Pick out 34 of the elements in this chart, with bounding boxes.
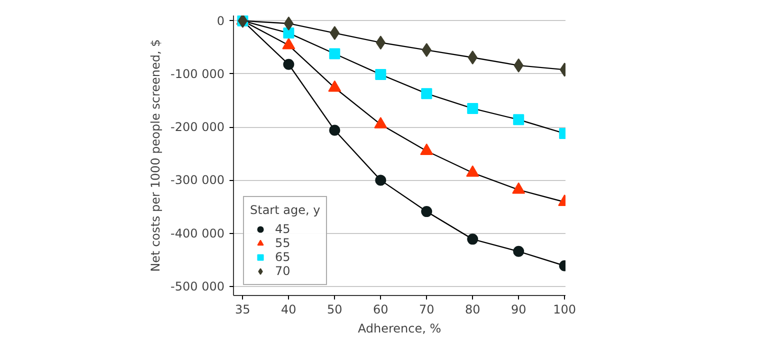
point bbox=[467, 234, 478, 245]
point bbox=[283, 28, 294, 39]
y-tick-label: -500 000 bbox=[170, 279, 224, 294]
legend-label: 45 bbox=[275, 222, 292, 236]
point bbox=[513, 114, 524, 126]
x-tick-label: 100 bbox=[553, 302, 576, 316]
point bbox=[375, 174, 386, 186]
legend-label: 55 bbox=[275, 236, 292, 250]
x-tick-label: 40 bbox=[281, 302, 296, 316]
point bbox=[329, 48, 340, 60]
point bbox=[375, 68, 386, 80]
x-tick-label: 70 bbox=[418, 302, 434, 316]
x-tick-label: 35 bbox=[235, 302, 250, 316]
x-tick-label: 50 bbox=[327, 302, 342, 316]
y-tick-label: -400 000 bbox=[170, 226, 224, 240]
point bbox=[513, 246, 524, 257]
point bbox=[421, 206, 432, 218]
y-axis-title: Net costs per 1000 people screened, $ bbox=[148, 39, 163, 272]
x-tick-label: 60 bbox=[373, 302, 388, 316]
x-tick-label: 90 bbox=[510, 302, 526, 316]
legend-label: 65 bbox=[275, 250, 292, 264]
y-tick-label: 0 bbox=[216, 14, 225, 28]
x-axis-title: Adherence, % bbox=[358, 322, 442, 336]
legend-label: 70 bbox=[275, 264, 292, 278]
point bbox=[421, 88, 432, 100]
point bbox=[283, 58, 294, 70]
y-tick-label: -200 000 bbox=[170, 120, 224, 134]
x-tick-label: 80 bbox=[464, 302, 480, 316]
y-tick-label: -100 000 bbox=[170, 66, 224, 81]
point bbox=[329, 124, 340, 136]
point bbox=[284, 16, 294, 30]
y-tick-label: -300 000 bbox=[170, 173, 224, 188]
legend-title: Start age, y bbox=[250, 203, 320, 217]
point bbox=[467, 102, 478, 114]
